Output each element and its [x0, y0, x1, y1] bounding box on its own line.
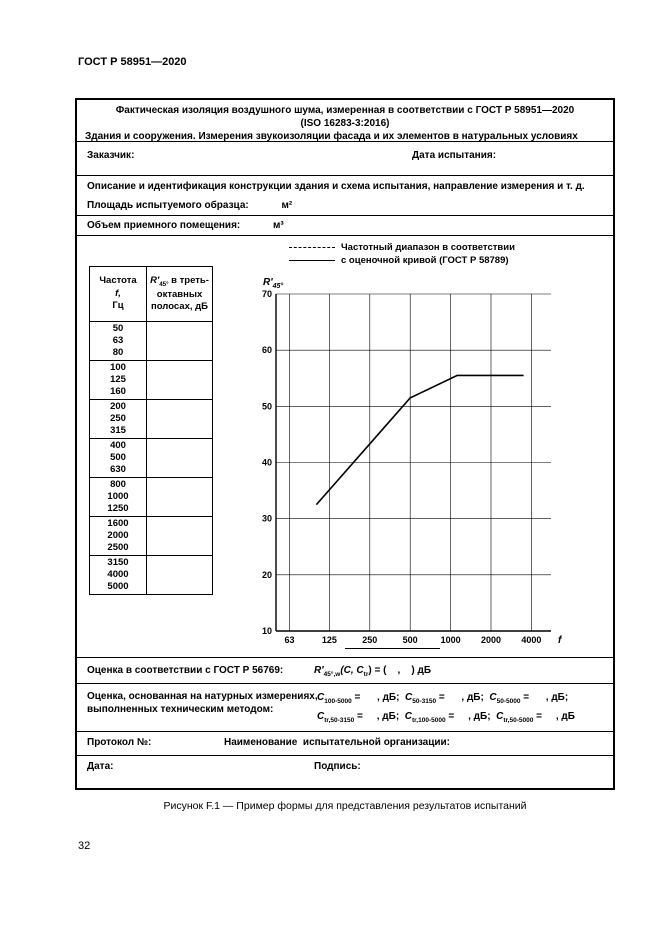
solid-line-sample-icon: [289, 260, 335, 261]
dashed-line-sample-icon: [289, 247, 335, 248]
value-cell: [146, 360, 213, 400]
table-row: 3150 4000 5000: [89, 555, 213, 595]
customer-row: Заказчик: Дата испытания:: [77, 142, 613, 176]
form-title-line3: Здания и сооружения. Измерения звукоизол…: [85, 131, 578, 143]
form-title-line1: Фактическая изоляция воздушного шума, из…: [115, 105, 575, 116]
svg-text:500: 500: [403, 635, 418, 645]
value-cell: [146, 399, 213, 439]
square-meter-unit: м²: [281, 200, 293, 211]
customer-label: Заказчик:: [87, 150, 135, 161]
svg-text:4000: 4000: [521, 635, 541, 645]
frequency-table-header: Частота f, Гц R′45° в треть-октавных пол…: [89, 266, 213, 322]
table-row: 1600 2000 2500: [89, 516, 213, 556]
svg-text:30: 30: [262, 514, 272, 524]
specimen-area-label: Площадь испытуемого образца:: [87, 200, 249, 211]
receiving-volume-label: Объем приемного помещения:: [87, 220, 241, 231]
figure-caption: Рисунок F.1 — Пример формы для представл…: [163, 800, 527, 812]
specimen-area-row: Площадь испытуемого образца: м²: [77, 197, 613, 216]
table-row: 400 500 630: [89, 438, 213, 478]
svg-text:63: 63: [284, 635, 294, 645]
rating-row: Оценка в соответствии с ГОСТ Р 56769: R′…: [77, 658, 613, 684]
table-row: 200 250 315: [89, 399, 213, 439]
signature-label: Подпись:: [314, 761, 361, 772]
svg-text:250: 250: [362, 635, 377, 645]
svg-text:125: 125: [322, 635, 337, 645]
legend-dashed-label: Частотный диапазон в соответствии: [341, 242, 515, 253]
description-label: Описание и идентификация конструкции зда…: [87, 181, 585, 192]
measurement-section: Частотный диапазон в соответствии с оцен…: [77, 236, 613, 658]
field-rating-label-line2: выполненных техническим методом:: [87, 704, 274, 715]
field-rating-row: Оценка, основанная на натурных измерения…: [77, 684, 613, 732]
standard-number-header: ГОСТ Р 58951—2020: [78, 56, 187, 68]
c-terms-line1: C100-5000 = , дБ; C50-3150 = , дБ; C50-5…: [317, 692, 569, 705]
protocol-row: Протокол №: Наименование испытательной о…: [77, 732, 613, 756]
svg-text:2000: 2000: [481, 635, 501, 645]
svg-text:70: 70: [262, 289, 272, 299]
receiving-volume-row: Объем приемного помещения: м³: [77, 216, 613, 236]
frequency-column-header: Частота f, Гц: [89, 266, 147, 322]
frequency-table: Частота f, Гц R′45° в треть-октавных пол…: [89, 266, 213, 595]
test-report-form: Фактическая изоляция воздушного шума, из…: [75, 98, 615, 790]
svg-text:10: 10: [262, 626, 272, 636]
svg-text:40: 40: [262, 458, 272, 468]
page-number: 32: [78, 840, 91, 852]
blank-rule: [345, 648, 440, 649]
cubic-meter-unit: м³: [273, 220, 284, 231]
legend-entry-solid: с оценочной кривой (ГОСТ Р 58789): [289, 254, 515, 267]
date-label: Дата:: [87, 761, 114, 772]
svg-text:60: 60: [262, 345, 272, 355]
rating-label: Оценка в соответствии с ГОСТ Р 56769:: [87, 665, 284, 676]
value-cell: [146, 555, 213, 595]
svg-text:1000: 1000: [441, 635, 461, 645]
chart-legend: Частотный диапазон в соответствии с оцен…: [289, 241, 515, 267]
legend-solid-label: с оценочной кривой (ГОСТ Р 58789): [341, 255, 509, 266]
value-cell: [146, 321, 213, 361]
date-row: Дата: Подпись:: [77, 756, 613, 777]
table-row: 100 125 160: [89, 360, 213, 400]
svg-text:f: f: [558, 635, 563, 646]
svg-text:50: 50: [262, 401, 272, 411]
value-cell: [146, 516, 213, 556]
table-row: 800 1000 1250: [89, 477, 213, 517]
field-rating-label-line1: Оценка, основанная на натурных измерения…: [87, 691, 318, 702]
value-column-header: R′45° в треть-октавных полосах, дБ: [146, 266, 213, 322]
protocol-label: Протокол №:: [87, 737, 152, 748]
organization-label: Наименование испытательной организации:: [224, 737, 451, 748]
svg-text:20: 20: [262, 570, 272, 580]
form-title-line2: (ISO 16283-3:2016): [300, 118, 390, 130]
description-row: Описание и идентификация конструкции зда…: [77, 176, 613, 197]
form-title-block: Фактическая изоляция воздушного шума, из…: [77, 100, 613, 142]
c-terms-line2: Ctr,50-3150 = , дБ; Ctr,100-5000 = , дБ;…: [317, 711, 575, 724]
rating-formula: R′45°,w(C, Ctr) = ( , ) дБ: [314, 665, 432, 678]
value-cell: [146, 477, 213, 517]
value-cell: [146, 438, 213, 478]
table-row: 50 63 80: [89, 321, 213, 361]
test-date-label: Дата испытания:: [412, 150, 497, 161]
frequency-chart: 63 125 250 500 1000 2000 400010203040506070R′4…: [262, 277, 563, 646]
legend-entry-dashed: Частотный диапазон в соответствии: [289, 241, 515, 254]
